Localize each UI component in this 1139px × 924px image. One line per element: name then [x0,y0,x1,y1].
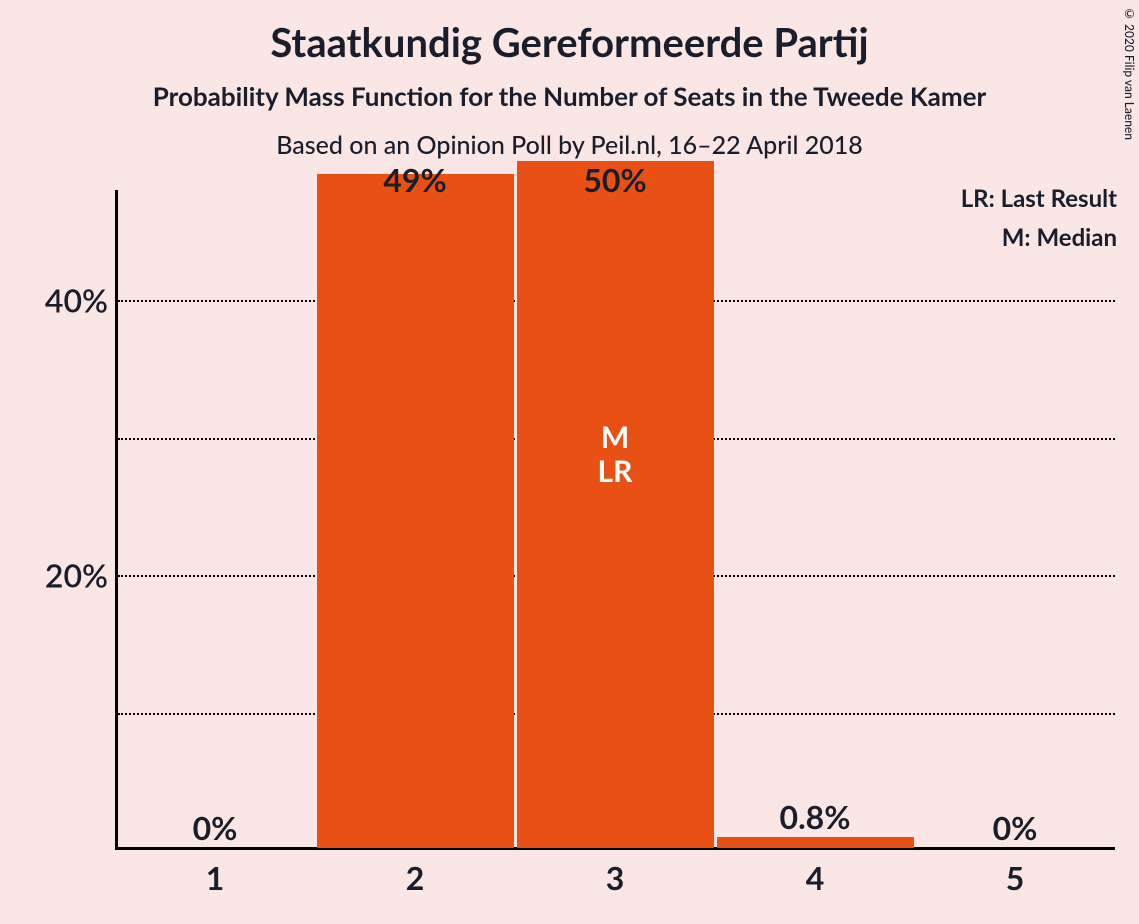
x-axis-labels: 1 2 3 4 5 [115,858,1115,908]
y-axis-labels: 20% 40% [0,190,108,850]
y-tick-label: 20% [45,556,108,595]
bar-value-label: 0.8% [780,797,851,836]
bar-value-label: 0% [193,808,238,847]
bar [317,174,514,848]
bar [717,837,914,848]
y-tick-label: 40% [45,281,108,320]
bar-annotation: MLR [598,420,633,489]
chart-title: Staatkundig Gereformeerde Partij [0,0,1139,66]
bar [517,161,714,849]
bar-value-label: 0% [993,808,1038,847]
x-tick-label: 1 [206,858,225,897]
x-tick-label: 4 [806,858,825,897]
copyright-text: © 2020 Filip van Laenen [1122,6,1137,140]
bar-value-label: 50% [583,160,646,199]
chart-subtitle: Probability Mass Function for the Number… [0,66,1139,112]
chart-source: Based on an Opinion Poll by Peil.nl, 16–… [0,112,1139,160]
bar-value-label: 49% [383,160,446,199]
x-tick-label: 3 [606,858,625,897]
x-tick-label: 2 [406,858,425,897]
y-axis-line [115,190,118,850]
x-tick-label: 5 [1006,858,1025,897]
plot-area: 0%49%50%0.8%0%MLR [115,190,1115,850]
